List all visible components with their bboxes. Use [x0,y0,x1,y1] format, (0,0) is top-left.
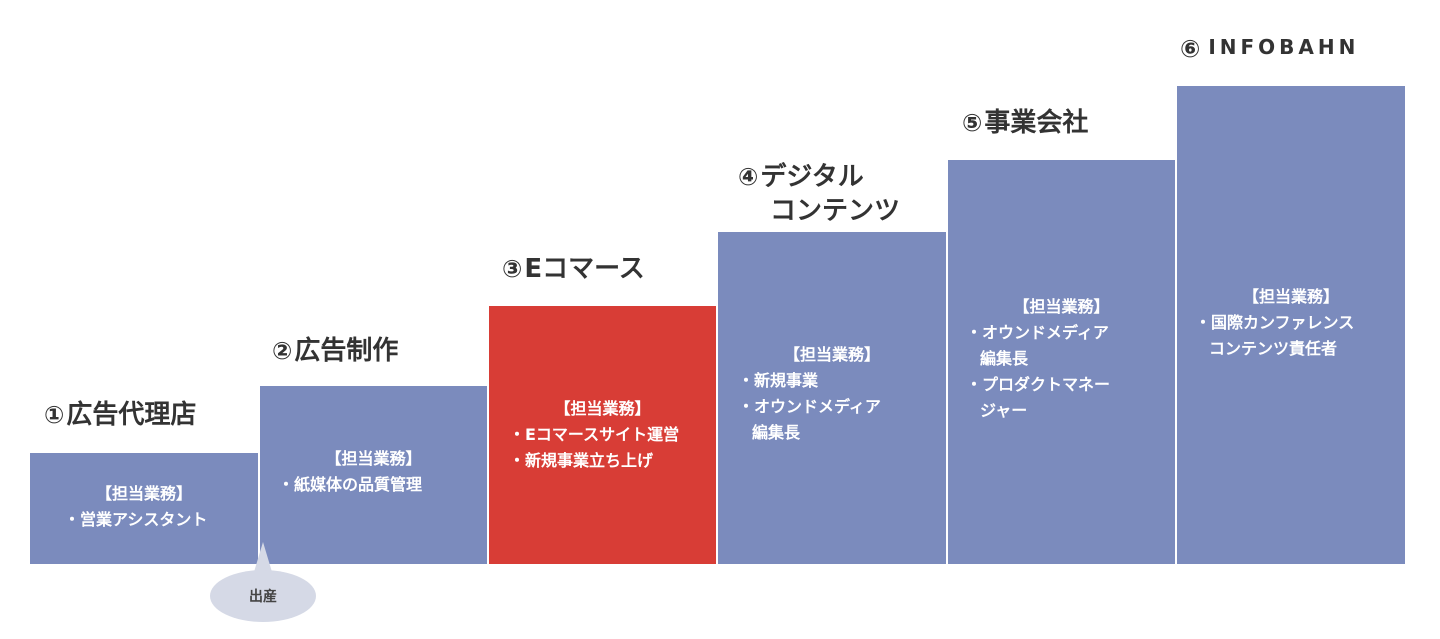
step-4-duties: ・新規事業 ・オウンドメディア 編集長 [718,368,946,446]
step-6-duties: ・国際カンファレンス コンテンツ責任者 [1177,310,1405,362]
duty-item: ・新規事業立ち上げ [509,451,654,470]
step-4-number: ④ [738,163,759,191]
step-2-block: 【担当業務】 ・紙媒体の品質管理 [260,386,487,564]
step-1-number: ① [44,401,65,429]
step-5-duties: ・オウンドメディア 編集長 ・プロダクトマネー ジャー [948,320,1175,424]
duty-item: 編集長 [980,349,1029,368]
step-2-role-heading: 【担当業務】 [325,449,422,468]
step-4-title-line2: コンテンツ [770,196,901,226]
step-5-label: ⑤事業会社 [962,106,1088,140]
step-1-duties: ・営業アシスタント [30,507,258,533]
step-1-block: 【担当業務】 ・営業アシスタント [30,453,258,564]
duty-item: ・営業アシスタント [64,510,208,529]
step-1-title: 広告代理店 [66,400,197,430]
step-3-role-heading: 【担当業務】 [554,399,651,418]
step-6-block: 【担当業務】 ・国際カンファレンス コンテンツ責任者 [1177,86,1405,564]
duty-item: ・プロダクトマネー [966,375,1111,394]
duty-item: ・オウンドメディア [738,397,881,416]
step-6-label: ⑥ INFOBAHN [1180,30,1359,66]
step-2-duties: ・紙媒体の品質管理 [260,472,487,498]
step-5-number: ⑤ [962,109,983,137]
duty-item: ・オウンドメディア [966,323,1109,342]
childbirth-bubble: 出産 [210,570,316,622]
duty-item: コンテンツ責任者 [1209,339,1338,358]
duty-item: ・国際カンファレンス [1195,313,1355,332]
step-1-label: ①広告代理店 [44,398,196,432]
infobahn-logo: INFOBAHN [1208,35,1360,59]
step-1-role-heading: 【担当業務】 [95,484,192,503]
step-4-label-line2: コンテンツ [770,194,900,228]
duty-item: ・紙媒体の品質管理 [278,475,423,494]
step-3-title: Eコマース [524,254,645,284]
step-3-label: ③Eコマース [502,252,645,286]
duty-item: 編集長 [752,423,801,442]
step-3-duties: ・Eコマースサイト運営 ・新規事業立ち上げ [489,422,716,474]
step-3-number: ③ [502,255,523,283]
step-2-label: ②広告制作 [272,334,398,368]
duty-item: ・新規事業 [738,371,819,390]
bubble-tail [254,542,272,572]
duty-item: ・Eコマースサイト運営 [509,425,680,444]
step-4-role-heading: 【担当業務】 [783,345,880,364]
step-4-label: ④デジタル [738,160,864,194]
step-5-title: 事業会社 [984,108,1089,138]
step-5-role-heading: 【担当業務】 [1013,297,1110,316]
step-5-block: 【担当業務】 ・オウンドメディア 編集長 ・プロダクトマネー ジャー [948,160,1175,564]
step-2-number: ② [272,337,293,365]
step-6-number: ⑥ [1180,35,1201,63]
step-4-title-line1: デジタル [760,162,864,192]
step-3-block: 【担当業務】 ・Eコマースサイト運営 ・新規事業立ち上げ [489,306,716,564]
step-6-role-heading: 【担当業務】 [1242,287,1339,306]
step-2-title: 広告制作 [294,336,399,366]
duty-item: ジャー [980,401,1028,420]
step-4-block: 【担当業務】 ・新規事業 ・オウンドメディア 編集長 [718,232,946,564]
